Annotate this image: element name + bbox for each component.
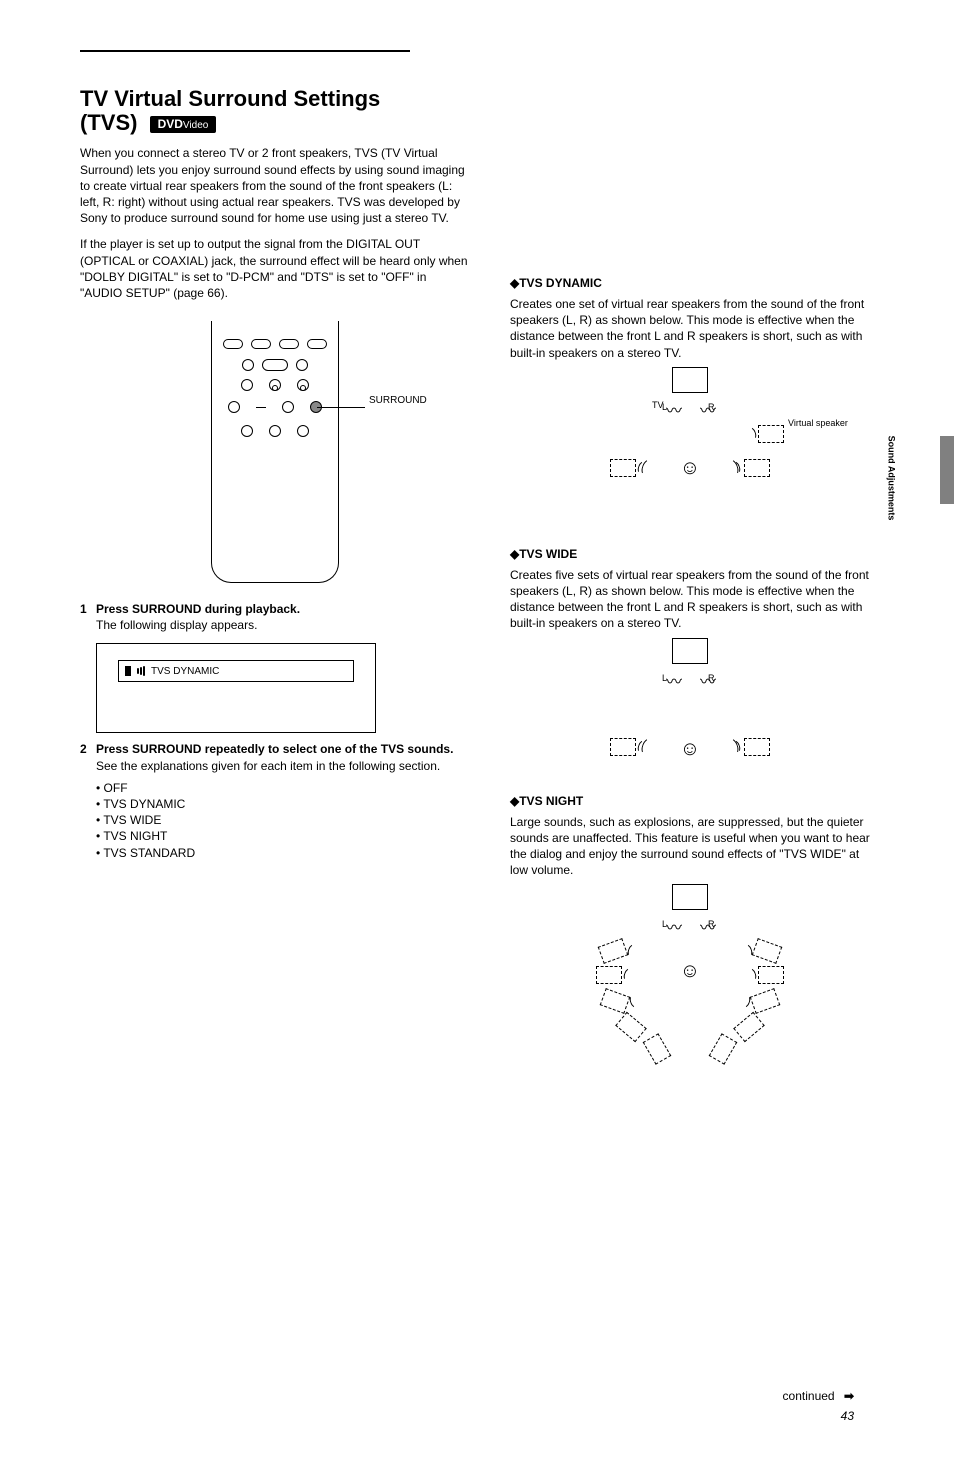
remote-pause-button [269, 379, 281, 391]
dvd-badge-main: DVD [158, 117, 183, 131]
virtual-speaker [600, 988, 631, 1014]
step-number: 2 [80, 741, 87, 757]
opt-dynamic: TVS DYNAMIC [103, 797, 185, 811]
leader-line [317, 407, 365, 408]
tvs-wide-text: Creates five sets of virtual rear speake… [510, 567, 870, 632]
display-inner: TVS DYNAMIC [118, 660, 354, 682]
remote-prev-button [242, 359, 254, 371]
remote-illustration: SURROUND [211, 321, 339, 583]
left-column: - TV Virtual Surround Settings (TVS) DVD… [80, 62, 470, 1094]
virtual-speaker [752, 938, 783, 964]
page-title: TV Virtual Surround Settings (TVS) DVDVi… [80, 87, 470, 135]
surround-label: SURROUND [369, 395, 427, 406]
step-strong: Press SURROUND repeatedly to select one … [96, 741, 470, 757]
virtual-speaker-right [744, 738, 770, 756]
remote-button-generic [297, 425, 309, 437]
step-2: 2 Press SURROUND repeatedly to select on… [80, 741, 470, 860]
virtual-speaker-left [610, 738, 636, 756]
virtual-speaker-label: Virtual speaker [788, 419, 848, 428]
step-detail: The following display appears. [96, 618, 257, 632]
page-footer-right: continued ➡ 43 [783, 1389, 854, 1423]
listener-icon: ☺ [678, 457, 702, 481]
tvs-dynamic-heading: ◆TVS DYNAMIC [510, 276, 870, 290]
tvs-night-heading: ◆TVS NIGHT [510, 794, 870, 808]
tvs-dynamic-diagram: TV L R ☺ Virtual speaker 〰 〰 [570, 367, 810, 517]
virtual-speaker [758, 966, 784, 984]
remote-button-generic [241, 425, 253, 437]
listener-icon: ☺ [678, 738, 702, 762]
dvd-video-badge: DVDVideo [150, 116, 217, 133]
tvs-night-text: Large sounds, such as explosions, are su… [510, 814, 870, 879]
virtual-speaker [709, 1033, 738, 1065]
tvs-night-diagram: L R ☺ 〰 〰 [570, 884, 810, 1094]
opt-night: TVS NIGHT [103, 829, 167, 843]
speaker-icon [125, 666, 131, 676]
virtual-speaker [598, 938, 629, 964]
virtual-speaker-right [744, 459, 770, 477]
tv-icon [672, 884, 708, 910]
step-list: 1 Press SURROUND during playback. The fo… [80, 601, 470, 861]
tv-icon [672, 367, 708, 393]
opt-off: OFF [104, 781, 128, 795]
page-number: 43 [841, 1409, 854, 1423]
tv-icon [672, 638, 708, 664]
tvs-wide-diagram: L R ☺ 〰 〰 [570, 638, 810, 788]
remote-button-generic [269, 425, 281, 437]
step-detail: See the explanations given for each item… [96, 759, 440, 773]
virtual-speaker [750, 988, 781, 1014]
virtual-speaker [615, 1012, 646, 1043]
remote-button-generic [223, 339, 243, 349]
right-column: ◆TVS DYNAMIC Creates one set of virtual … [510, 62, 870, 1094]
intro-paragraph-1: When you connect a stereo TV or 2 front … [80, 145, 470, 226]
virtual-speaker-box [758, 425, 784, 443]
opt-wide: TVS WIDE [103, 813, 161, 827]
virtual-speaker-left [610, 459, 636, 477]
remote-stop-button [297, 379, 309, 391]
title-line-2: (TVS) [80, 110, 137, 135]
remote-button-generic [241, 379, 253, 391]
virtual-speaker [643, 1033, 672, 1065]
remote-button-generic [279, 339, 299, 349]
remote-button-generic [251, 339, 271, 349]
tvs-wide-heading: ◆TVS WIDE [510, 547, 870, 561]
side-tab-label: Sound Adjustments [887, 436, 897, 521]
intro-paragraph-2: If the player is set up to output the si… [80, 236, 470, 301]
title-line-1: TV Virtual Surround Settings [80, 86, 380, 111]
remote-button-generic [282, 401, 294, 413]
listener-icon: ☺ [678, 960, 702, 984]
side-tab-marker [940, 436, 954, 504]
page-columns: - TV Virtual Surround Settings (TVS) DVD… [80, 62, 874, 1094]
step-strong: Press SURROUND during playback. [96, 601, 470, 617]
remote-button-generic [307, 339, 327, 349]
remote-button-generic [228, 401, 240, 413]
tvs-dynamic-text: Creates one set of virtual rear speakers… [510, 296, 870, 361]
virtual-speaker [596, 966, 622, 984]
step-number: 1 [80, 601, 87, 617]
remote-next-button [296, 359, 308, 371]
dvd-badge-sub: Video [183, 120, 208, 131]
virtual-speaker [733, 1012, 764, 1043]
remote-play-button [262, 359, 288, 371]
display-text: TVS DYNAMIC [151, 665, 219, 679]
step-1: 1 Press SURROUND during playback. The fo… [80, 601, 470, 733]
section-rule [80, 50, 410, 52]
sound-waves-icon [137, 666, 145, 676]
continued-label: continued [783, 1389, 835, 1403]
opt-standard: TVS STANDARD [103, 846, 195, 860]
on-screen-display: TVS DYNAMIC [96, 643, 376, 733]
continued-arrow-icon: ➡ [844, 1389, 854, 1403]
